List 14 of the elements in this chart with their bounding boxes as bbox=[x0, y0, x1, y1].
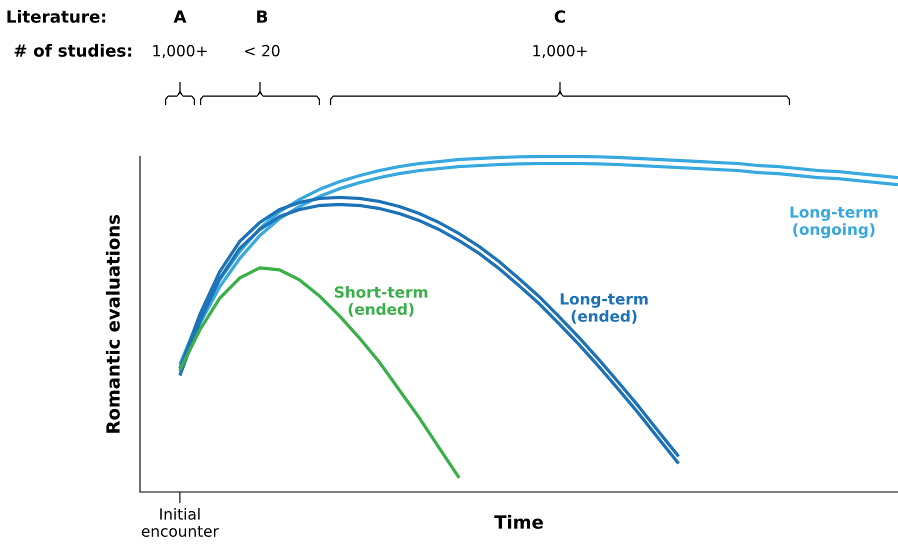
text: Initial encounter bbox=[142, 508, 219, 537]
y-axis-title: Romantic evaluations bbox=[106, 214, 120, 433]
text: Literature: bbox=[7, 10, 106, 23]
x-axis-title: Time bbox=[494, 514, 543, 529]
series-label: Short-term (ended) bbox=[334, 286, 428, 317]
text: B bbox=[257, 10, 268, 23]
text: 1,000+ bbox=[533, 44, 587, 58]
text: C bbox=[554, 10, 566, 23]
series-label: Long-term (ended) bbox=[560, 293, 648, 324]
text: Long-term (ongoing) bbox=[790, 206, 878, 238]
text: # of studies: bbox=[14, 44, 132, 57]
text: 1,000+ bbox=[153, 44, 207, 58]
text: < 20 bbox=[245, 44, 280, 56]
text: A bbox=[174, 10, 186, 23]
